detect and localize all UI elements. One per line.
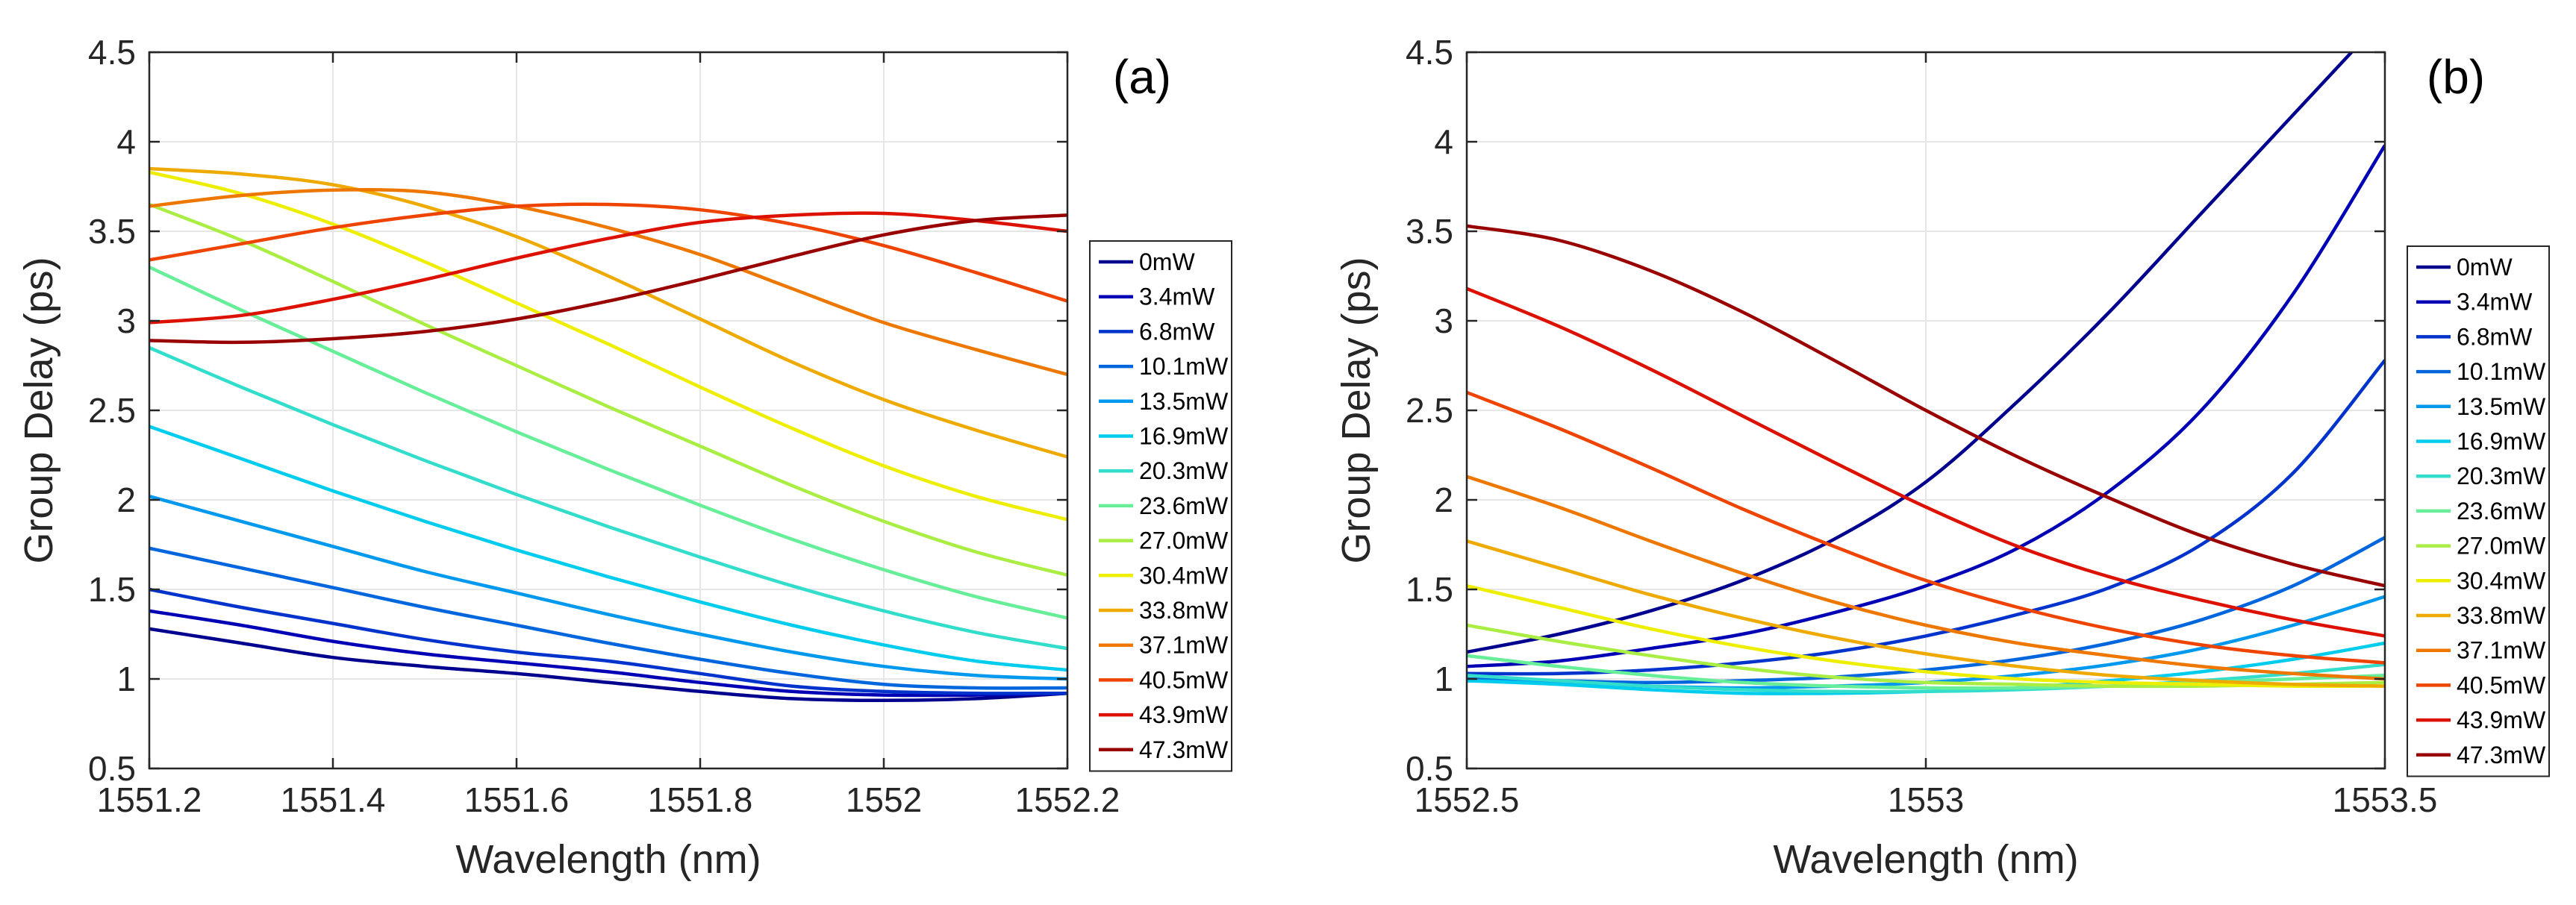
legend-label: 43.9mW: [1139, 701, 1229, 728]
series-line: [1467, 475, 2385, 681]
legend-label: 16.9mW: [1139, 423, 1229, 450]
series-line: [149, 587, 1067, 695]
legend-label: 33.8mW: [1139, 597, 1229, 624]
series-line: [149, 188, 1067, 377]
series-group: [149, 166, 1067, 703]
series-line: [149, 345, 1067, 651]
y-tick-label: 3: [1434, 301, 1453, 340]
legend-label: 10.1mW: [1139, 353, 1229, 380]
legend-label: 0mW: [2457, 254, 2513, 281]
legend-label: 33.8mW: [2457, 602, 2546, 629]
series-group: [1467, 52, 2385, 695]
y-tick-label: 2: [116, 480, 136, 519]
series-line: [1467, 52, 2354, 654]
series-line: [149, 213, 1067, 345]
x-axis-label: Wavelength (nm): [455, 837, 761, 882]
y-tick-label: 1.5: [1406, 570, 1453, 609]
legend-label: 10.1mW: [2457, 358, 2546, 385]
y-axis-label: Group Delay (ps): [16, 257, 61, 563]
legend-label: 20.3mW: [2457, 463, 2546, 489]
legend-label: 16.9mW: [2457, 428, 2546, 455]
legend-label: 20.3mW: [1139, 457, 1229, 484]
y-tick-label: 4.5: [88, 33, 136, 72]
legend-label: 47.3mW: [1139, 736, 1229, 763]
series-line: [149, 202, 1067, 577]
legend-label: 37.1mW: [2457, 637, 2546, 664]
legend-label: 47.3mW: [2457, 742, 2546, 768]
chart-panel-a: 1551.2 1551.4 1551.6 1551.8 1552 1552.2 0.5 1 1.…: [16, 33, 1232, 882]
legend-label: 40.5mW: [2457, 671, 2546, 698]
legend-label: 37.1mW: [1139, 632, 1229, 659]
y-tick-label: 4: [1434, 122, 1453, 161]
series-line: [149, 546, 1067, 690]
legend-label: 0mW: [1139, 248, 1195, 275]
series-line: [149, 609, 1067, 698]
legend-label: 23.6mW: [1139, 492, 1229, 519]
legend-label: 6.8mW: [2457, 323, 2533, 350]
x-axis-label: Wavelength (nm): [1773, 837, 2078, 882]
legend-label: 23.6mW: [2457, 498, 2546, 524]
y-tick-label: 2: [1434, 480, 1453, 519]
x-tick-label: 1551.8: [648, 780, 753, 819]
legend-label: 43.9mW: [2457, 707, 2546, 733]
series-line: [1467, 663, 2385, 694]
series-line: [1467, 390, 2385, 665]
x-tick-label: 1551.2: [97, 780, 202, 819]
y-tick-label: 1: [1434, 660, 1453, 698]
x-tick-label: 1551.6: [464, 780, 570, 819]
series-line: [1467, 539, 2385, 688]
y-tick-label: 2.5: [1406, 391, 1453, 430]
legend-label: 27.0mW: [1139, 527, 1229, 554]
legend-label: 13.5mW: [1139, 388, 1229, 415]
series-line: [1467, 286, 2385, 638]
chart-panel-b: 1552.5 1553 1553.5 0.5 1 1.5 2 2.5 3 3.5 4 4.5 Wavel…: [1334, 33, 2550, 882]
y-tick-label: 3.5: [88, 212, 136, 251]
series-line: [1467, 536, 2385, 685]
legend-label: 30.4mW: [2457, 567, 2546, 594]
legend: 0mW 3.4mW 6.8mW 10.1mW 13.5mW 16.9mW 20.3mW 23.…: [1089, 240, 1232, 772]
x-tick-label: 1553.5: [2333, 780, 2438, 819]
x-tick-label: 1551.4: [281, 780, 386, 819]
series-line: [149, 170, 1067, 522]
legend-label: 3.4mW: [2457, 289, 2533, 316]
series-line: [149, 166, 1067, 459]
panel-label: (b): [2427, 50, 2485, 104]
y-tick-label: 0.5: [88, 749, 136, 788]
series-line: [149, 495, 1067, 681]
y-tick-label: 0.5: [1406, 749, 1453, 788]
y-tick-label: 1: [116, 660, 136, 698]
series-line: [1467, 359, 2385, 676]
series-line: [149, 425, 1067, 672]
panel-label: (a): [1113, 50, 1171, 104]
series-line: [1467, 224, 2385, 588]
y-tick-label: 4: [116, 122, 136, 161]
y-axis-label: Group Delay (ps): [1334, 257, 1379, 563]
x-tick-label: 1552.2: [1015, 780, 1120, 819]
legend-label: 3.4mW: [1139, 284, 1215, 310]
legend-label: 27.0mW: [2457, 533, 2546, 560]
legend: 0mW 3.4mW 6.8mW 10.1mW 13.5mW 16.9mW 20.3mW 23.…: [2407, 245, 2550, 777]
series-line: [149, 202, 1067, 303]
legend-label: 30.4mW: [1139, 562, 1229, 589]
legend-label: 40.5mW: [1139, 666, 1229, 693]
x-tick-label: 1553: [1888, 780, 1964, 819]
y-tick-label: 2.5: [88, 391, 136, 430]
series-line: [1467, 144, 2385, 668]
y-tick-label: 1.5: [88, 570, 136, 609]
series-line: [1467, 584, 2385, 689]
x-tick-label: 1552: [846, 780, 922, 819]
y-tick-label: 3.5: [1406, 212, 1453, 251]
series-line: [149, 627, 1067, 703]
y-tick-label: 4.5: [1406, 33, 1453, 72]
series-line: [149, 211, 1067, 325]
y-tick-label: 3: [116, 301, 136, 340]
legend-label: 13.5mW: [2457, 393, 2546, 420]
x-tick-label: 1552.5: [1415, 780, 1520, 819]
legend-label: 6.8mW: [1139, 318, 1215, 345]
